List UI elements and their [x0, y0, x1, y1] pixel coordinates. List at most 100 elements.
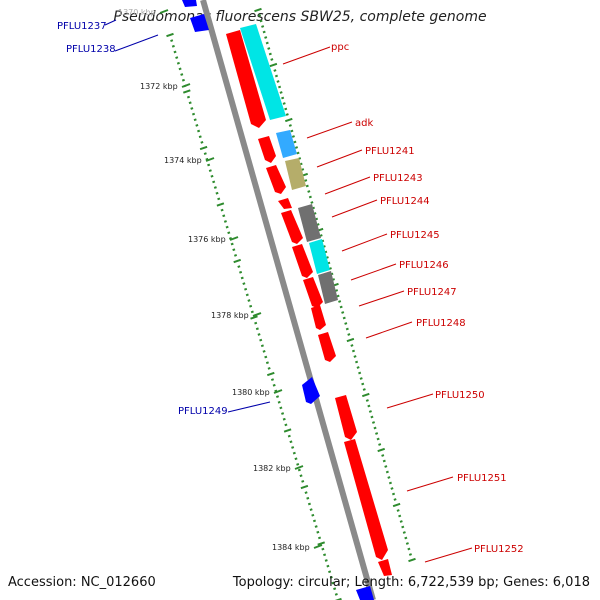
- gene-pflu1251[interactable]: [344, 439, 388, 560]
- band-gray-pflu1246[interactable]: [318, 271, 338, 304]
- gene-ppc[interactable]: [226, 30, 266, 128]
- track-tick: [198, 135, 202, 139]
- track-tick: [317, 536, 322, 540]
- gene-pflu1238-block[interactable]: [190, 14, 209, 32]
- gene-label[interactable]: PFLU1245: [390, 230, 440, 241]
- track-tick: [308, 195, 312, 199]
- gene-pflu1237-block[interactable]: [182, 0, 197, 7]
- gene-label[interactable]: PFLU1237: [57, 21, 107, 32]
- gene-pflu1243[interactable]: [278, 198, 292, 209]
- track-tick: [274, 389, 278, 393]
- gene-pflu1245[interactable]: [292, 244, 313, 278]
- gene-pflu1248[interactable]: [318, 332, 336, 362]
- track-tick: [307, 190, 311, 193]
- kbp-label: 1374 kbp: [164, 156, 202, 165]
- gene-adk[interactable]: [258, 136, 276, 163]
- band-cyan-ppc[interactable]: [240, 24, 286, 120]
- track-tick: [203, 152, 207, 156]
- gene-label[interactable]: PFLU1248: [416, 318, 466, 329]
- gene-pflu1241[interactable]: [266, 165, 286, 194]
- track-tick: [345, 327, 349, 331]
- gene-label[interactable]: PFLU1244: [380, 196, 430, 207]
- track-tick: [262, 350, 266, 353]
- gene-label[interactable]: PFLU1251: [457, 473, 507, 484]
- right-tick-track: [254, 7, 416, 563]
- track-tick: [285, 113, 289, 116]
- gene-label[interactable]: ppc: [331, 42, 349, 53]
- gene-label[interactable]: PFLU1241: [365, 146, 415, 157]
- kbp-tick: [205, 157, 215, 162]
- track-tick: [350, 344, 354, 347]
- gene-pflu1250[interactable]: [335, 395, 357, 440]
- track-tick: [239, 270, 243, 274]
- track-tick: [304, 179, 308, 182]
- track-tick: [175, 56, 179, 59]
- gene-bottom-blue[interactable]: [356, 586, 374, 600]
- track-tick: [272, 383, 276, 387]
- gene-label[interactable]: PFLU1243: [373, 173, 423, 184]
- gene-label[interactable]: PFLU1252: [474, 544, 524, 555]
- track-tick: [267, 47, 271, 50]
- track-tick: [176, 61, 180, 65]
- track-tick: [205, 157, 209, 161]
- track-tick: [237, 265, 241, 269]
- track-tick: [359, 377, 363, 380]
- gene-label[interactable]: PFLU1247: [407, 287, 457, 298]
- track-tick: [323, 553, 327, 557]
- track-tick: [255, 327, 259, 331]
- track-tick: [213, 186, 217, 189]
- band-olive-pflu1241[interactable]: [285, 158, 306, 190]
- gene-label[interactable]: PFLU1249: [178, 406, 228, 417]
- track-tick: [404, 536, 408, 540]
- track-tick: [329, 576, 333, 579]
- track-tick: [368, 410, 372, 413]
- track-tick: [247, 299, 251, 302]
- track-tick: [388, 481, 392, 485]
- kbp-tick: [181, 83, 191, 88]
- gene-label[interactable]: adk: [355, 118, 373, 129]
- band-lightblue-adk[interactable]: [276, 130, 297, 158]
- track-tick: [249, 304, 253, 308]
- gene-label[interactable]: PFLU1238: [66, 44, 116, 55]
- gene-pflu1249[interactable]: [302, 377, 320, 404]
- gene-pflu1247[interactable]: [311, 305, 326, 330]
- track-tick: [284, 107, 288, 111]
- track-tick: [223, 220, 227, 223]
- track-tick: [292, 451, 296, 455]
- gene-label[interactable]: PFLU1250: [435, 390, 485, 401]
- leader-line: [316, 149, 363, 168]
- track-tick: [351, 349, 356, 353]
- track-tick: [207, 163, 211, 167]
- gene-label[interactable]: PFLU1246: [399, 260, 449, 271]
- band-gray-pflu1244[interactable]: [298, 204, 321, 242]
- band-cyan-pflu1245[interactable]: [309, 239, 330, 274]
- track-tick: [199, 145, 208, 151]
- track-tick: [408, 557, 416, 563]
- leader-line: [306, 121, 353, 139]
- track-tick: [259, 338, 263, 342]
- track-tick: [289, 440, 293, 444]
- track-tick: [301, 479, 305, 483]
- track-tick: [232, 248, 236, 252]
- kbp-label: 1370 kbp: [118, 8, 156, 17]
- leader-line: [341, 233, 388, 252]
- track-tick: [393, 498, 397, 501]
- gene-pflu1244[interactable]: [281, 210, 303, 244]
- kbp-tick: [229, 236, 239, 241]
- track-tick: [401, 525, 405, 529]
- track-tick: [408, 553, 412, 556]
- track-tick: [281, 412, 285, 415]
- track-tick: [312, 519, 317, 523]
- gene-pflu1252[interactable]: [378, 559, 392, 576]
- gene-pflu1246[interactable]: [303, 277, 323, 308]
- track-tick: [314, 525, 318, 528]
- track-tick: [260, 344, 264, 348]
- track-tick: [262, 30, 266, 34]
- leader-line: [324, 176, 371, 195]
- track-tick: [328, 570, 332, 574]
- track-tick: [305, 184, 309, 188]
- track-tick: [277, 400, 281, 404]
- track-tick: [188, 101, 192, 105]
